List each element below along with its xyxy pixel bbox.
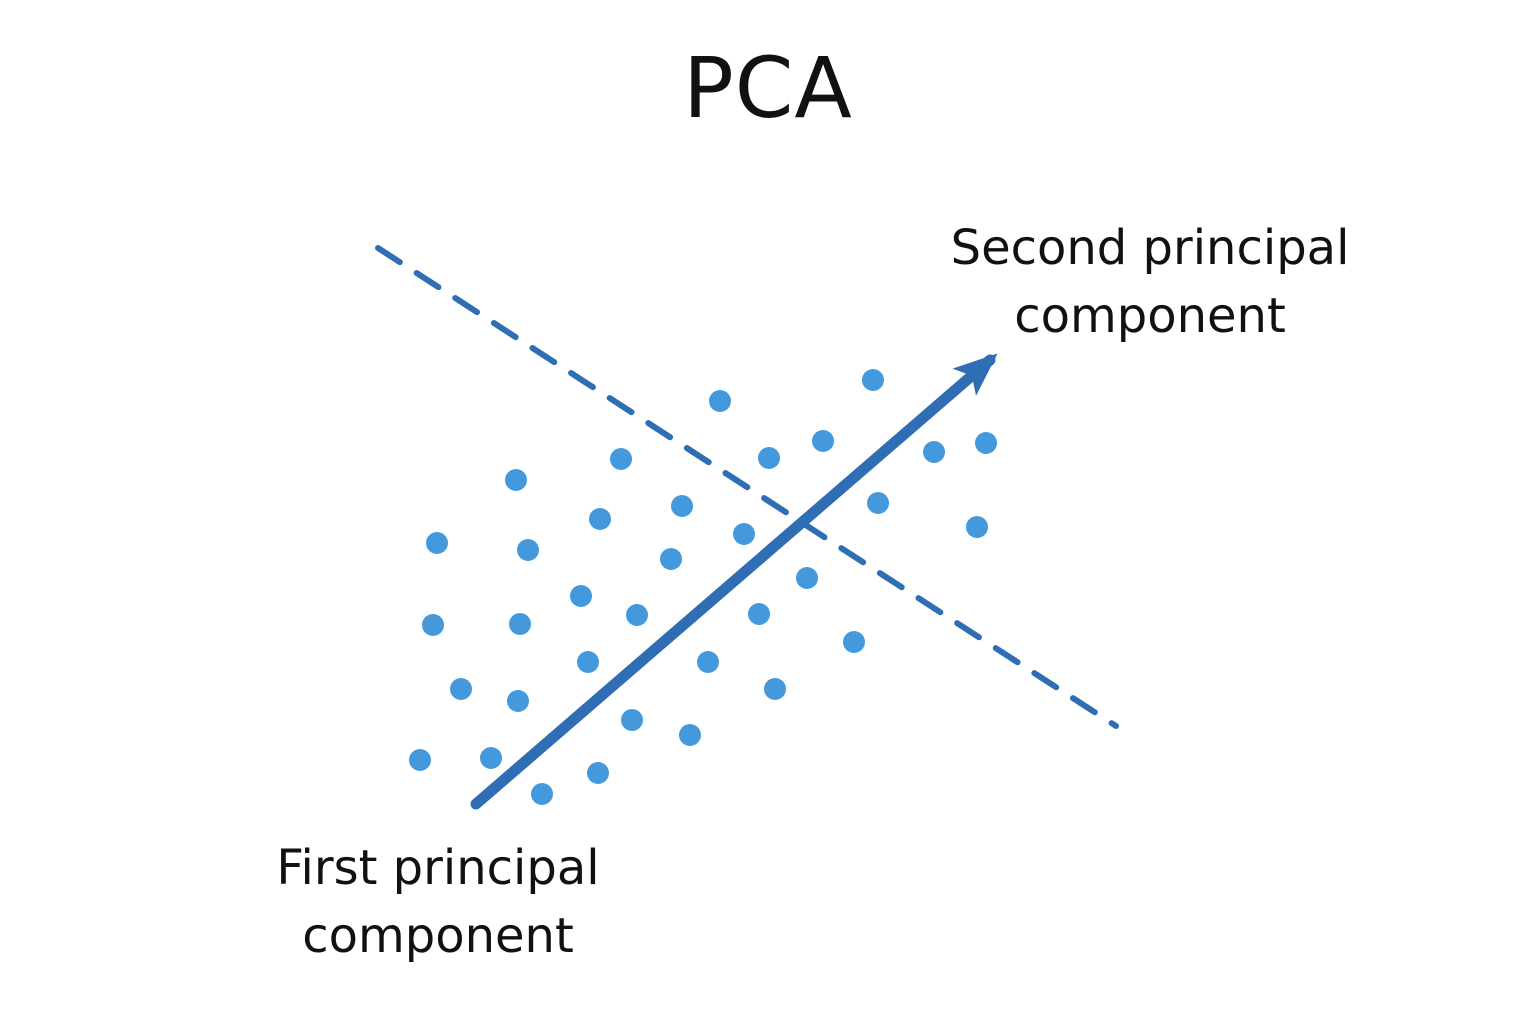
data-point bbox=[577, 651, 599, 673]
data-point bbox=[923, 441, 945, 463]
data-point bbox=[507, 690, 529, 712]
data-point bbox=[843, 631, 865, 653]
data-point bbox=[697, 651, 719, 673]
second-component-label-line-2: component bbox=[1014, 288, 1286, 344]
first-component-label-line-2: component bbox=[302, 908, 574, 964]
data-point bbox=[975, 432, 997, 454]
data-points bbox=[409, 369, 997, 805]
data-point bbox=[660, 548, 682, 570]
data-point bbox=[589, 508, 611, 530]
data-point bbox=[480, 747, 502, 769]
data-point bbox=[621, 709, 643, 731]
data-point bbox=[709, 390, 731, 412]
data-point bbox=[626, 604, 648, 626]
second-component-label-line-1: Second principal bbox=[950, 220, 1350, 276]
data-point bbox=[733, 523, 755, 545]
data-point bbox=[517, 539, 539, 561]
first-component-label-line-1: First principal bbox=[276, 840, 600, 896]
data-point bbox=[509, 613, 531, 635]
data-point bbox=[610, 448, 632, 470]
principal-axis-arrow bbox=[470, 353, 998, 810]
data-point bbox=[426, 532, 448, 554]
data-point bbox=[867, 492, 889, 514]
data-point bbox=[796, 567, 818, 589]
data-point bbox=[422, 614, 444, 636]
diagram-title: PCA bbox=[683, 39, 853, 137]
data-point bbox=[966, 516, 988, 538]
data-point bbox=[409, 749, 431, 771]
data-point bbox=[587, 762, 609, 784]
data-point bbox=[570, 585, 592, 607]
first-component-label: First principal component bbox=[238, 834, 638, 970]
data-point bbox=[505, 469, 527, 491]
dashed-axis-line bbox=[375, 245, 1119, 729]
data-point bbox=[531, 783, 553, 805]
data-point bbox=[812, 430, 834, 452]
data-point bbox=[450, 678, 472, 700]
data-point bbox=[764, 678, 786, 700]
data-point bbox=[679, 724, 701, 746]
data-point bbox=[671, 495, 693, 517]
second-component-label: Second principal component bbox=[930, 214, 1370, 350]
data-point bbox=[748, 603, 770, 625]
data-point bbox=[758, 447, 780, 469]
data-point bbox=[862, 369, 884, 391]
